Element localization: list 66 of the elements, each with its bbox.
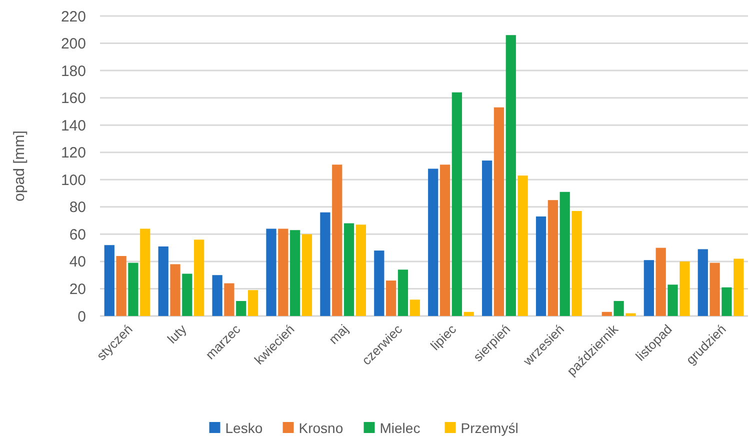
legend-label: Lesko xyxy=(225,420,263,436)
bar xyxy=(560,192,570,316)
bar xyxy=(668,284,678,316)
bar xyxy=(518,176,528,316)
y-tick-label: 140 xyxy=(60,117,86,134)
y-tick-label: 180 xyxy=(60,62,86,80)
bar xyxy=(428,168,438,316)
bar xyxy=(482,160,492,316)
bar xyxy=(572,211,582,316)
y-tick-label: 220 xyxy=(60,8,86,26)
y-tick-label: 20 xyxy=(69,280,86,298)
bar xyxy=(224,283,234,316)
bar xyxy=(170,264,180,316)
bar xyxy=(116,256,126,316)
y-tick-label: 160 xyxy=(60,90,86,108)
legend-label: Krosno xyxy=(298,420,344,436)
y-tick-label: 60 xyxy=(69,226,86,244)
y-tick-label: 40 xyxy=(69,254,86,271)
bar xyxy=(536,216,546,316)
y-tick-label: 200 xyxy=(60,36,86,53)
bar xyxy=(104,245,114,316)
bar xyxy=(440,164,450,316)
bar xyxy=(248,290,258,316)
y-tick-label: 120 xyxy=(60,144,86,162)
bar xyxy=(140,228,150,316)
bar xyxy=(194,240,204,316)
bar xyxy=(548,200,558,316)
bar xyxy=(344,223,354,316)
bar xyxy=(602,312,612,316)
bar xyxy=(266,228,276,316)
bar xyxy=(698,249,708,316)
bar xyxy=(290,230,300,316)
bar xyxy=(398,270,408,316)
bar xyxy=(722,287,732,316)
bar xyxy=(506,35,516,316)
y-tick-label: 80 xyxy=(69,199,86,216)
bar xyxy=(710,262,720,316)
bar xyxy=(236,301,246,316)
bar xyxy=(656,248,666,316)
bar xyxy=(158,246,168,316)
bar xyxy=(614,301,624,316)
bar xyxy=(182,274,192,316)
bar xyxy=(494,107,504,316)
bar xyxy=(278,228,288,316)
bar xyxy=(212,275,222,316)
bar xyxy=(128,262,138,316)
bar xyxy=(734,258,744,316)
bar xyxy=(332,164,342,316)
bar xyxy=(410,300,420,316)
bar xyxy=(452,92,462,316)
bar xyxy=(302,234,312,316)
bar xyxy=(386,280,396,316)
x-tick-label: maj xyxy=(326,321,352,347)
bar xyxy=(320,212,330,316)
y-tick-label: 100 xyxy=(60,172,86,189)
legend-label: Mielec xyxy=(380,420,420,436)
bar xyxy=(464,312,474,316)
x-tick-label: luty xyxy=(164,321,190,346)
bar xyxy=(356,224,366,316)
bar xyxy=(644,260,654,316)
y-axis-title: opad [mm] xyxy=(11,130,28,202)
y-tick-label: 0 xyxy=(78,308,86,326)
legend-label: Przemyśl xyxy=(460,420,518,436)
bar xyxy=(680,261,690,316)
bar xyxy=(374,250,384,316)
bar xyxy=(626,313,636,316)
